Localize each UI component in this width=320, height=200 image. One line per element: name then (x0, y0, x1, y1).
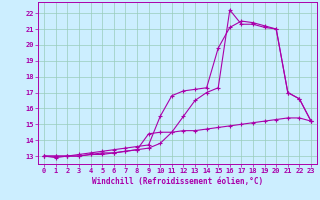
X-axis label: Windchill (Refroidissement éolien,°C): Windchill (Refroidissement éolien,°C) (92, 177, 263, 186)
